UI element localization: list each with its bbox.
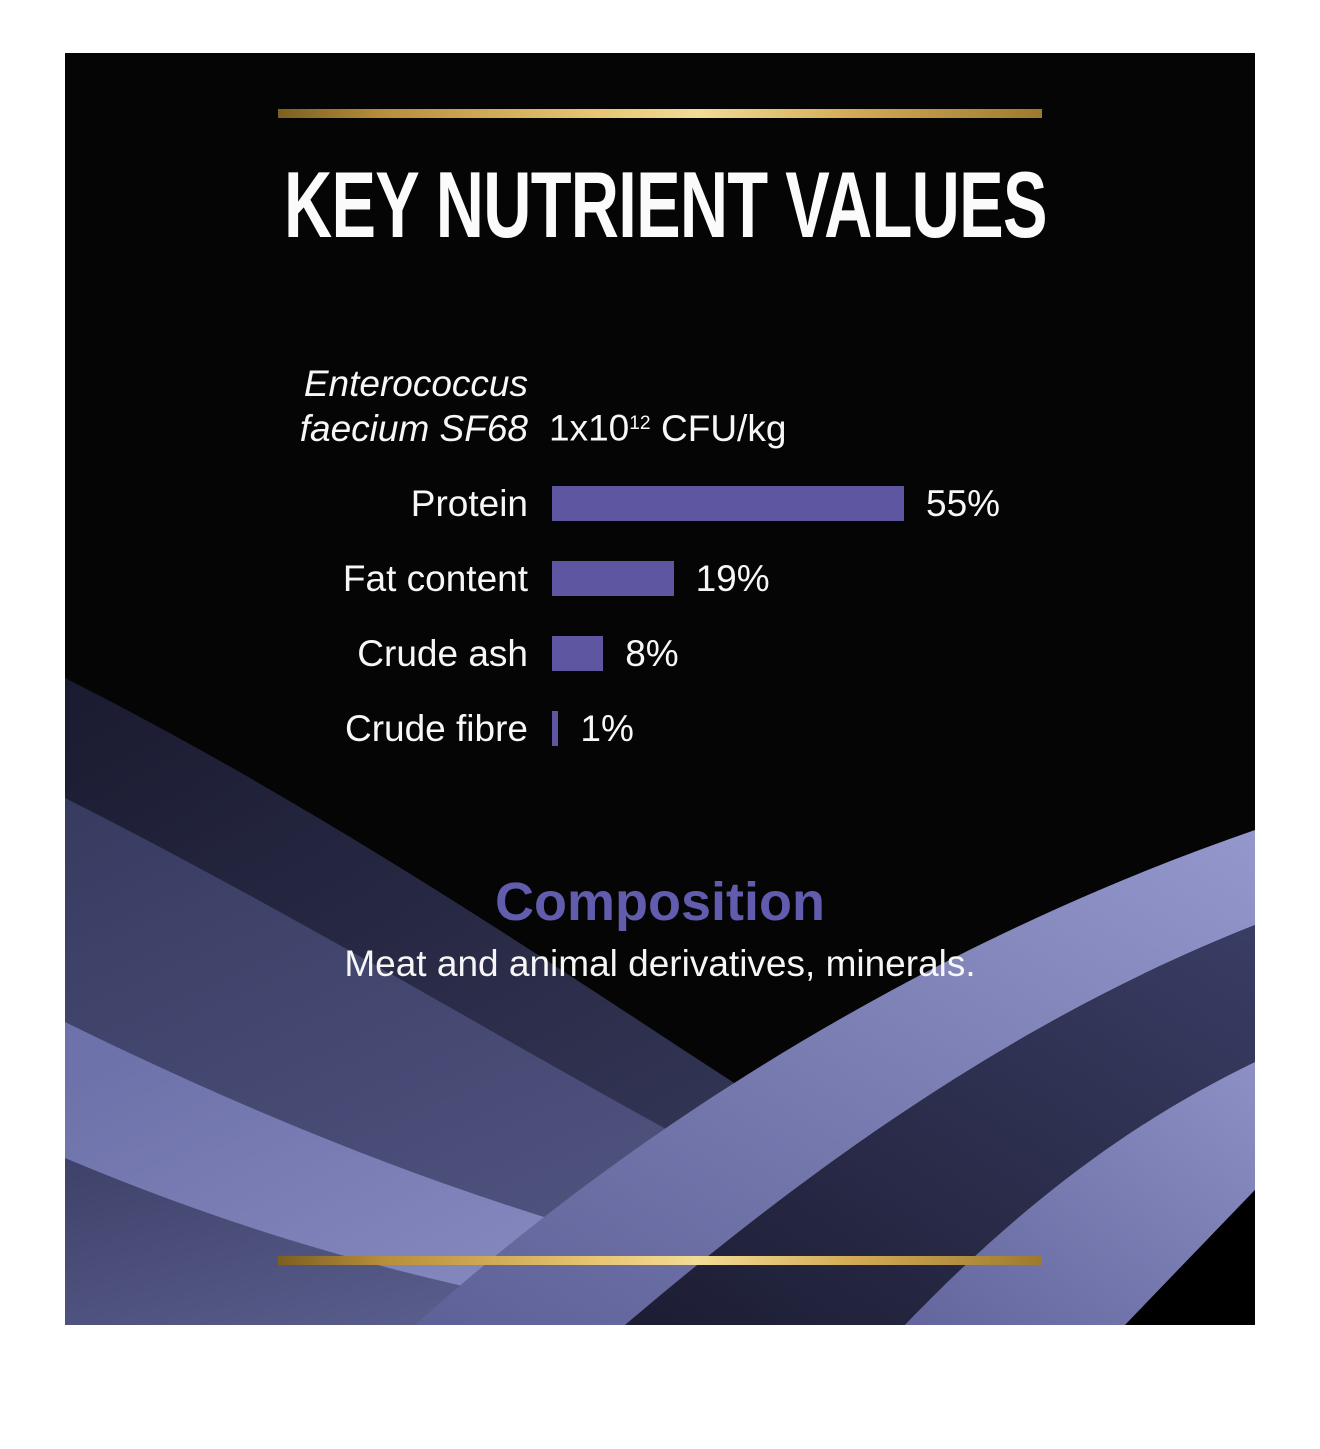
- probiotic-value-base: 1x10: [549, 408, 630, 449]
- ribbon-band-right-bright-1: [415, 830, 1255, 1325]
- ribbon-band-left-bottom: [65, 1158, 665, 1325]
- nutrition-panel: KEY NUTRIENT VALUES Enterococcus faecium…: [65, 53, 1255, 1325]
- probiotic-name: Enterococcus faecium SF68: [65, 361, 528, 451]
- gold-rule-bottom: [278, 1256, 1042, 1265]
- probiotic-value: 1x1012 CFU/kg: [549, 401, 786, 451]
- nutrient-label: Fat content: [342, 557, 528, 599]
- probiotic-name-line1: Enterococcus: [303, 363, 528, 404]
- probiotic-value-exponent: 12: [629, 413, 651, 435]
- nutrient-bar-chart: Protein 55% Fat content 19% Crude ash 8%…: [65, 483, 1255, 786]
- nutrient-row-protein: Protein 55%: [65, 483, 1255, 524]
- nutrient-value: 19%: [695, 557, 770, 599]
- nutrient-bar: [552, 486, 904, 521]
- nutrient-row-fat: Fat content 19%: [65, 558, 1255, 599]
- nutrient-bar: [552, 711, 559, 746]
- corner-black-wedge: [1125, 1190, 1255, 1325]
- nutrient-label: Crude ash: [357, 632, 528, 674]
- probiotic-row: Enterococcus faecium SF68 1x1012 CFU/kg: [65, 361, 1255, 451]
- gold-rule-top: [278, 109, 1042, 118]
- composition-text: Meat and animal derivatives, minerals.: [344, 943, 976, 984]
- composition-heading: Composition: [495, 872, 825, 932]
- nutrient-label: Protein: [410, 482, 528, 524]
- nutrient-row-crude-fibre: Crude fibre 1%: [65, 708, 1255, 749]
- background-ribbons: [65, 678, 1255, 1325]
- nutrient-row-crude-ash: Crude ash 8%: [65, 633, 1255, 674]
- probiotic-name-line2: faecium SF68: [299, 408, 528, 449]
- nutrient-value: 55%: [926, 482, 1001, 524]
- nutrient-label: Crude fibre: [344, 707, 528, 749]
- nutrient-value: 1%: [580, 707, 634, 749]
- probiotic-value-unit: CFU/kg: [661, 408, 787, 449]
- nutrient-value: 8%: [625, 632, 679, 674]
- ribbon-band-right-dark: [625, 925, 1255, 1325]
- nutrient-bar: [552, 636, 604, 671]
- panel-title: KEY NUTRIENT VALUES: [284, 152, 1047, 257]
- nutrient-bar: [552, 561, 674, 596]
